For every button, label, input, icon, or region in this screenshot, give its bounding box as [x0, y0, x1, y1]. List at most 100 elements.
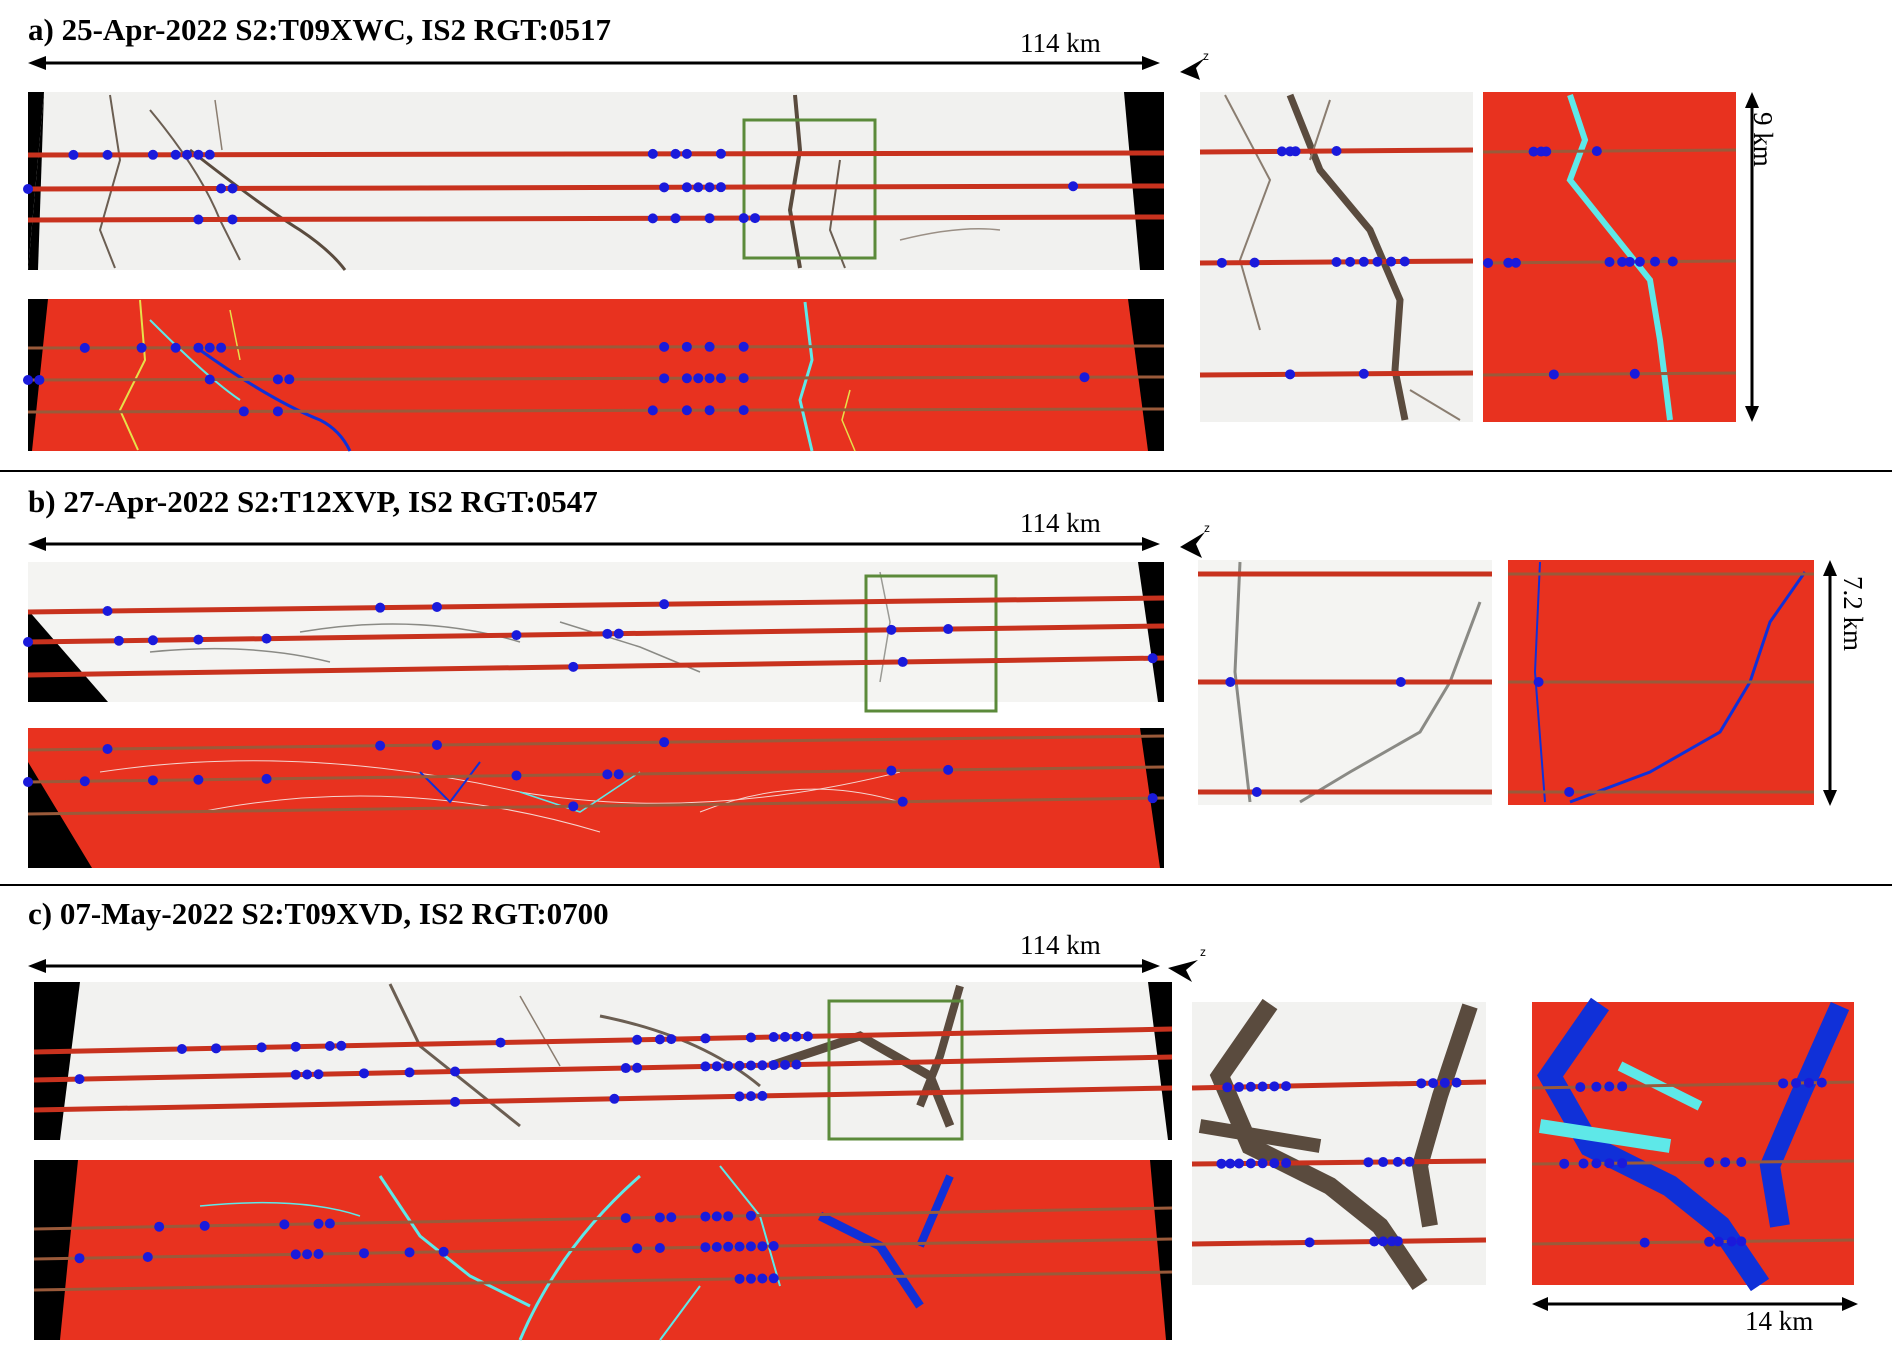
icesat2-track [27, 183, 1165, 192]
lead-detection-point [79, 776, 90, 787]
lead-detection-point [74, 1074, 85, 1085]
icesat2-track [27, 595, 1165, 615]
lead-detection-point [1548, 369, 1559, 380]
lead-detection-point [654, 1243, 665, 1253]
lead-detection-point [511, 770, 522, 781]
scale-arrow-vertical [1745, 92, 1759, 422]
lead-detection-point [647, 213, 658, 224]
lead-detection-point [659, 182, 670, 193]
lead-detection-point [1234, 1082, 1245, 1093]
lead-detection-point [1276, 146, 1287, 157]
divider [0, 884, 1892, 886]
lead-detection-point [715, 148, 726, 159]
lead-detection-point [738, 213, 749, 224]
lead-detection-point [216, 183, 227, 194]
lead-detection-point [711, 1242, 722, 1252]
lead-detection-point [1591, 146, 1602, 157]
lead-detection-point [1345, 256, 1356, 267]
lead-detection-point [1358, 368, 1369, 379]
lead-detection-point [681, 341, 692, 352]
lead-detection-point [886, 624, 897, 635]
lead-detection-point [261, 633, 272, 644]
lead-detection-point [700, 1242, 711, 1253]
lead-detection-point [613, 628, 624, 639]
lead-detection-point [757, 1241, 768, 1252]
lead-detection-point [438, 1246, 449, 1257]
lead-detection-point [1269, 1081, 1280, 1092]
lead-detection-point [1416, 1078, 1427, 1089]
lead-detection-point [768, 1273, 779, 1284]
lead-detection-point [613, 769, 624, 780]
lead-detection-point [34, 374, 45, 385]
lead-detection-point [1372, 256, 1383, 267]
lead-detection-point [734, 1060, 745, 1071]
lead-detection-point [324, 1041, 335, 1052]
lead-detection-point [1624, 256, 1635, 267]
lead-detection-point [193, 214, 204, 225]
lead-detection-point [204, 342, 215, 353]
lead-detection-point [1704, 1157, 1715, 1168]
lead-detection-point [113, 635, 124, 646]
lead-detection-point [147, 149, 158, 160]
lead-detection-point [1245, 1081, 1256, 1092]
lead-detection-point [23, 184, 33, 194]
lead-detection-point [1617, 1081, 1628, 1092]
lead-detection-point [227, 183, 238, 194]
lead-detection-point [302, 1249, 313, 1260]
lead-detection-point [1564, 787, 1575, 797]
lead-detection-point [375, 740, 386, 751]
divider [0, 470, 1892, 472]
zoom-tracks [1191, 1077, 1855, 1248]
lead-detection-point [1257, 1081, 1268, 1092]
lead-detection-point [681, 373, 692, 384]
lead-detection-point [1404, 1156, 1415, 1167]
panel-a-figure: z [23, 49, 1759, 452]
lead-detection-point [1281, 1158, 1292, 1169]
lead-detection-point [897, 796, 908, 807]
lead-detection-point [313, 1249, 324, 1259]
lead-detection-point [1216, 1158, 1227, 1169]
north-arrow-icon: z [1168, 945, 1206, 982]
lead-detection-point [681, 148, 692, 159]
icesat2-track [1482, 371, 1737, 377]
lead-detection-point [359, 1068, 370, 1079]
lead-detection-point [450, 1066, 461, 1077]
scale-arrow-horizontal [28, 56, 1160, 70]
lead-detection-point [568, 661, 579, 672]
lead-detection-point [1304, 1237, 1315, 1248]
lead-detection-point [647, 405, 658, 416]
lead-detection-point [1591, 1081, 1602, 1092]
icesat2-tracks [23, 595, 1165, 816]
lead-detection-point [193, 774, 204, 785]
lead-detection-point [711, 1061, 722, 1072]
icesat2-track [27, 734, 1165, 752]
lead-detection-point [1428, 1078, 1439, 1089]
lead-detection-point [1791, 1078, 1802, 1089]
lead-detection-point [1257, 1158, 1268, 1169]
lead-detection-point [659, 737, 670, 748]
lead-detection-point [704, 405, 715, 416]
lead-detection-point [1559, 1158, 1570, 1169]
lead-detection-point [734, 1091, 745, 1102]
panel-c: c) 07-May-2022 S2:T09XVD, IS2 RGT:0700 1… [0, 886, 1892, 1357]
lead-detection-point [375, 602, 386, 613]
lead-detection-point [290, 1249, 301, 1260]
lead-detection-point [1439, 1077, 1450, 1088]
lead-detection-point [313, 1218, 324, 1229]
zoom-optical [1192, 998, 1486, 1291]
lead-detection-point [1736, 1236, 1747, 1247]
lead-detection-point [1068, 181, 1079, 192]
lead-detection-point [216, 342, 227, 353]
lead-detection-point [1249, 257, 1260, 268]
lead-detection-point [1528, 146, 1539, 157]
lead-detection-point [1803, 1077, 1814, 1088]
lead-detection-point [431, 739, 442, 750]
lead-detection-point [659, 341, 670, 352]
lead-detection-point [359, 1248, 370, 1259]
lead-detection-point [431, 601, 442, 612]
lead-detection-point [1617, 256, 1628, 267]
lead-detection-point [1503, 257, 1514, 268]
lead-detection-point [1392, 1156, 1403, 1167]
lead-detection-point [791, 1031, 802, 1042]
lead-detection-point [1222, 1082, 1233, 1093]
